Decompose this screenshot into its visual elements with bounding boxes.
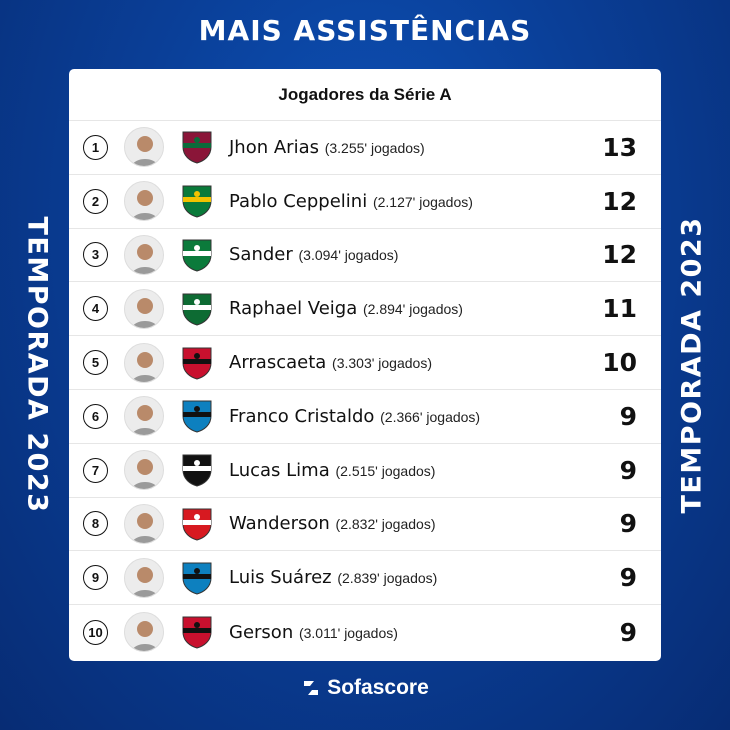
assists-count: 9 <box>619 617 637 647</box>
player-name: Lucas Lima <box>229 459 330 481</box>
player-name: Luis Suárez <box>229 567 332 589</box>
club-crest-icon <box>180 398 214 434</box>
player-avatar <box>124 127 164 168</box>
rank-badge: 2 <box>83 188 108 214</box>
rank-badge: 6 <box>83 403 108 429</box>
assists-count: 12 <box>602 240 637 270</box>
rank-badge: 7 <box>83 457 108 483</box>
player-name: Sander <box>229 244 293 266</box>
table-row: 8 Wanderson (2.832' jogados) 9 <box>69 498 661 552</box>
club-crest-icon <box>180 614 214 650</box>
assists-count: 9 <box>619 509 637 539</box>
ranking-list: 1 Jhon Arias (3.255' jogados) 13 2 Pablo Cep… <box>69 121 661 659</box>
minutes-played: (2.366' jogados) <box>380 408 481 425</box>
minutes-played: (3.303' jogados) <box>332 355 432 372</box>
rank-badge: 9 <box>83 565 108 591</box>
club-crest-icon <box>180 345 214 381</box>
club-crest-icon <box>180 237 214 273</box>
season-label-left: TEMPORADA 2023 <box>21 216 53 514</box>
table-row: 5 Arrascaeta (3.303' jogados) 10 <box>69 336 661 390</box>
player-info: Lucas Lima (2.515' jogados) <box>229 460 435 481</box>
club-crest-icon <box>180 452 214 488</box>
player-info: Sander (3.094' jogados) <box>229 244 398 265</box>
sofascore-logo-icon <box>304 681 319 695</box>
table-row: 7 Lucas Lima (2.515' jogados) 9 <box>69 444 661 498</box>
player-name: Raphael Veiga <box>229 298 358 320</box>
player-avatar <box>124 503 164 544</box>
minutes-played: (2.832' jogados) <box>335 516 436 533</box>
player-avatar <box>124 612 164 653</box>
page-title: MAIS ASSISTÊNCIAS <box>198 14 532 47</box>
player-name: Pablo Ceppelini <box>229 190 368 212</box>
assists-count: 9 <box>619 563 637 593</box>
player-info: Wanderson (2.832' jogados) <box>229 513 436 534</box>
rank-badge: 4 <box>83 296 108 322</box>
player-name: Arrascaeta <box>229 352 327 374</box>
club-crest-icon <box>180 129 214 165</box>
table-row: 9 Luis Suárez (2.839' jogados) 9 <box>69 551 661 606</box>
rank-badge: 5 <box>83 350 108 376</box>
minutes-played: (3.011' jogados) <box>298 624 398 641</box>
brand-footer: Sofascore <box>0 676 730 700</box>
rank-badge: 1 <box>83 134 108 160</box>
assists-count: 9 <box>619 455 637 485</box>
minutes-played: (2.839' jogados) <box>337 570 438 587</box>
minutes-played: (2.515' jogados) <box>335 462 436 479</box>
assists-count: 13 <box>602 132 637 162</box>
player-avatar <box>124 396 164 437</box>
minutes-played: (3.255' jogados) <box>324 139 425 156</box>
player-info: Gerson (3.011' jogados) <box>229 622 398 643</box>
table-row: 4 Raphael Veiga (2.894' jogados) 11 <box>69 282 661 337</box>
table-header: Jogadores da Série A <box>69 69 661 121</box>
table-row: 6 Franco Cristaldo (2.366' jogados) 9 <box>69 390 661 444</box>
player-info: Luis Suárez (2.839' jogados) <box>229 567 437 588</box>
club-crest-icon <box>180 291 214 327</box>
player-info: Arrascaeta (3.303' jogados) <box>229 352 432 373</box>
player-avatar <box>124 342 164 383</box>
club-crest-icon <box>180 560 214 596</box>
minutes-played: (3.094' jogados) <box>298 247 399 264</box>
player-name: Franco Cristaldo <box>229 405 375 427</box>
player-name: Wanderson <box>229 513 330 535</box>
minutes-played: (2.127' jogados) <box>372 193 473 210</box>
player-avatar <box>124 181 164 222</box>
rank-badge: 3 <box>83 242 108 268</box>
player-info: Raphael Veiga (2.894' jogados) <box>229 298 463 319</box>
table-row: 1 Jhon Arias (3.255' jogados) 13 <box>69 121 661 175</box>
minutes-played: (2.894' jogados) <box>362 301 463 318</box>
assists-count: 10 <box>602 348 637 378</box>
rank-badge: 8 <box>83 511 108 537</box>
player-avatar <box>124 234 164 275</box>
player-avatar <box>124 557 164 598</box>
assists-count: 11 <box>602 294 637 324</box>
player-avatar <box>124 450 164 491</box>
player-name: Jhon Arias <box>229 136 319 158</box>
season-label-right: TEMPORADA 2023 <box>676 216 708 514</box>
club-crest-icon <box>180 506 214 542</box>
club-crest-icon <box>180 183 214 219</box>
player-info: Jhon Arias (3.255' jogados) <box>229 137 425 158</box>
ranking-card: Jogadores da Série A 1 Jhon Arias (3.255'… <box>69 69 661 661</box>
table-row: 3 Sander (3.094' jogados) 12 <box>69 229 661 283</box>
table-row: 10 Gerson (3.011' jogados) 9 <box>69 605 661 659</box>
player-avatar <box>124 288 164 329</box>
rank-badge: 10 <box>83 619 108 645</box>
brand-name: Sofascore <box>327 676 429 699</box>
assists-count: 12 <box>602 186 637 216</box>
table-row: 2 Pablo Ceppelini (2.127' jogados) 12 <box>69 175 661 229</box>
player-name: Gerson <box>229 621 294 643</box>
player-info: Franco Cristaldo (2.366' jogados) <box>229 406 480 427</box>
player-info: Pablo Ceppelini (2.127' jogados) <box>229 191 473 212</box>
assists-count: 9 <box>619 401 637 431</box>
